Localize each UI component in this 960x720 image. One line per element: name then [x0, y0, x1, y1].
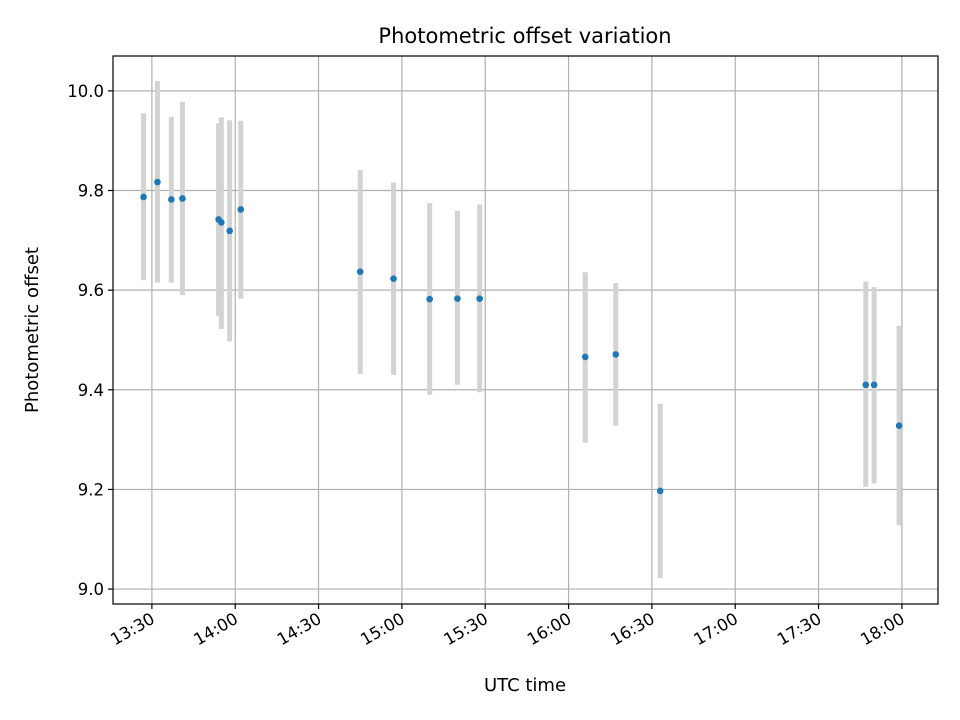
- y-axis-label: Photometric offset: [22, 247, 43, 413]
- y-tick-label: 9.4: [78, 381, 104, 400]
- data-point: [870, 381, 878, 389]
- y-axis: 9.0 9.2 9.4 9.6 9.8 10.0: [67, 82, 113, 599]
- x-tick-label: 15:00: [357, 609, 408, 649]
- data-point: [862, 381, 870, 389]
- data-point: [356, 268, 364, 276]
- chart-title: Photometric offset variation: [378, 24, 671, 48]
- data-point: [237, 206, 245, 213]
- data-point: [476, 295, 483, 302]
- data-point: [612, 351, 620, 358]
- y-tick-label: 9.6: [78, 281, 104, 300]
- x-tick-label: 13:30: [107, 609, 158, 649]
- data-points: [140, 178, 903, 495]
- data-point: [168, 196, 175, 203]
- plot-frame: [112, 55, 939, 605]
- data-point: [454, 295, 461, 302]
- error-bars: [141, 80, 902, 579]
- x-tick-label: 14:30: [274, 609, 325, 649]
- y-tick-label: 10.0: [67, 82, 104, 101]
- data-point: [179, 195, 186, 202]
- x-tick-label: 16:00: [524, 609, 575, 649]
- x-tick-label: 18:00: [857, 609, 908, 649]
- x-tick-label: 14:00: [191, 609, 242, 649]
- data-point: [656, 487, 664, 495]
- x-tick-label: 17:30: [774, 609, 825, 649]
- data-point: [390, 275, 397, 282]
- x-axis: 13:30 14:00 14:30 15:00 15:30 16:00 16:30 17:00…: [107, 604, 908, 649]
- x-tick-label: 17:00: [691, 609, 742, 649]
- data-point: [581, 353, 589, 361]
- grid-lines: [113, 56, 938, 604]
- data-point: [218, 219, 225, 226]
- data-point: [226, 227, 233, 235]
- y-tick-label: 9.8: [78, 182, 104, 201]
- data-point: [140, 193, 147, 201]
- x-tick-label: 15:30: [441, 609, 492, 649]
- data-point: [895, 422, 903, 429]
- x-tick-label: 16:30: [607, 609, 658, 649]
- x-axis-label: UTC time: [484, 675, 566, 696]
- y-tick-label: 9.0: [78, 580, 104, 599]
- data-point: [154, 178, 161, 186]
- data-point: [426, 295, 433, 303]
- y-tick-label: 9.2: [78, 480, 104, 499]
